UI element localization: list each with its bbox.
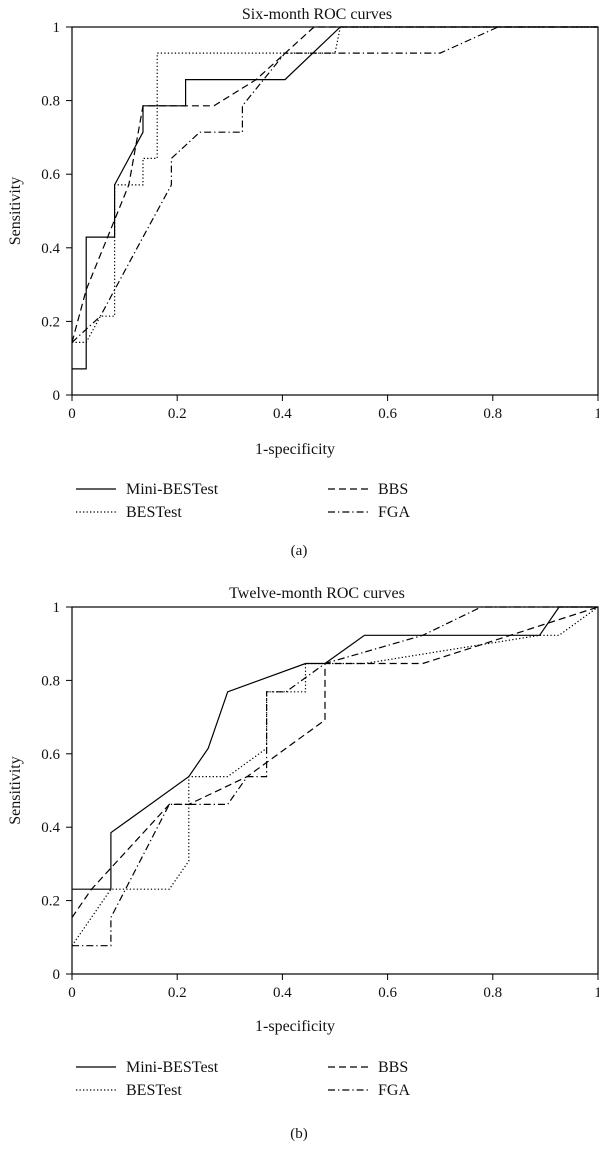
x-tick-label: 0.4 (273, 985, 292, 1001)
x-axis-label: 1-specificity (255, 1018, 335, 1035)
x-tick-label: 1 (594, 985, 599, 1001)
plot-frame (71, 26, 599, 396)
y-axis-label: Sensitivity (7, 756, 24, 824)
y-tick-label: 1 (53, 20, 61, 36)
legend-label-fga: FGA (378, 1082, 410, 1099)
legend-label-bbs: BBS (378, 481, 408, 498)
x-tick-label: 0.2 (168, 985, 187, 1001)
legend-label-mini: Mini-BESTest (126, 1059, 219, 1076)
plot-frame (71, 606, 599, 975)
x-tick-label: 0 (68, 406, 76, 422)
x-tick-label: 0.6 (378, 406, 397, 422)
y-tick-label: 0.4 (41, 241, 60, 257)
legend-label-bes: BESTest (126, 504, 182, 521)
series-line-bes (71, 606, 599, 947)
x-tick-label: 0.8 (483, 406, 502, 422)
x-axis-label: 1-specificity (255, 441, 335, 458)
panel-label: (b) (290, 1126, 308, 1142)
x-tick-label: 0.6 (378, 985, 397, 1001)
legend-label-bbs: BBS (378, 1059, 408, 1076)
series-line-mini (72, 606, 598, 890)
series-line-fga (71, 26, 598, 343)
series-line-bes (72, 26, 598, 343)
x-tick-label: 0.8 (483, 985, 502, 1001)
series-line-bbs (71, 606, 599, 918)
y-tick-label: 0.6 (41, 747, 60, 763)
x-tick-label: 1 (594, 406, 599, 422)
y-axis-label: Sensitivity (7, 177, 24, 245)
y-tick-label: 0.8 (41, 94, 60, 110)
legend-label-bes: BESTest (126, 1082, 182, 1099)
y-tick-label: 0.6 (41, 167, 60, 183)
chart-title: Twelve-month ROC curves (229, 585, 405, 602)
y-tick-label: 0.2 (41, 314, 60, 330)
chart-title: Six-month ROC curves (242, 6, 392, 23)
y-tick-label: 0.8 (41, 673, 60, 689)
series-line-fga (72, 606, 598, 947)
legend-label-fga: FGA (378, 504, 410, 521)
legend-label-mini: Mini-BESTest (126, 481, 219, 498)
x-tick-label: 0.2 (168, 406, 187, 422)
series-line-mini (72, 26, 598, 370)
chart-panel-b: Twelve-month ROC curves 0 0.2 0.4 0.6 0.8 1 0 0.… (7, 585, 599, 1142)
x-tick-label: 0 (68, 985, 76, 1001)
series-line-bbs (71, 26, 598, 343)
y-tick-label: 0 (53, 388, 61, 404)
y-tick-label: 0 (53, 967, 61, 983)
panel-label: (a) (291, 543, 308, 559)
y-tick-label: 1 (53, 600, 61, 616)
y-tick-label: 0.4 (41, 820, 60, 836)
chart-panel-a: Six-month ROC curves 0 0.2 0.4 0.6 0.8 1 0 0.2 0.… (7, 6, 599, 559)
x-tick-label: 0.4 (273, 406, 292, 422)
y-tick-label: 0.2 (41, 894, 60, 910)
